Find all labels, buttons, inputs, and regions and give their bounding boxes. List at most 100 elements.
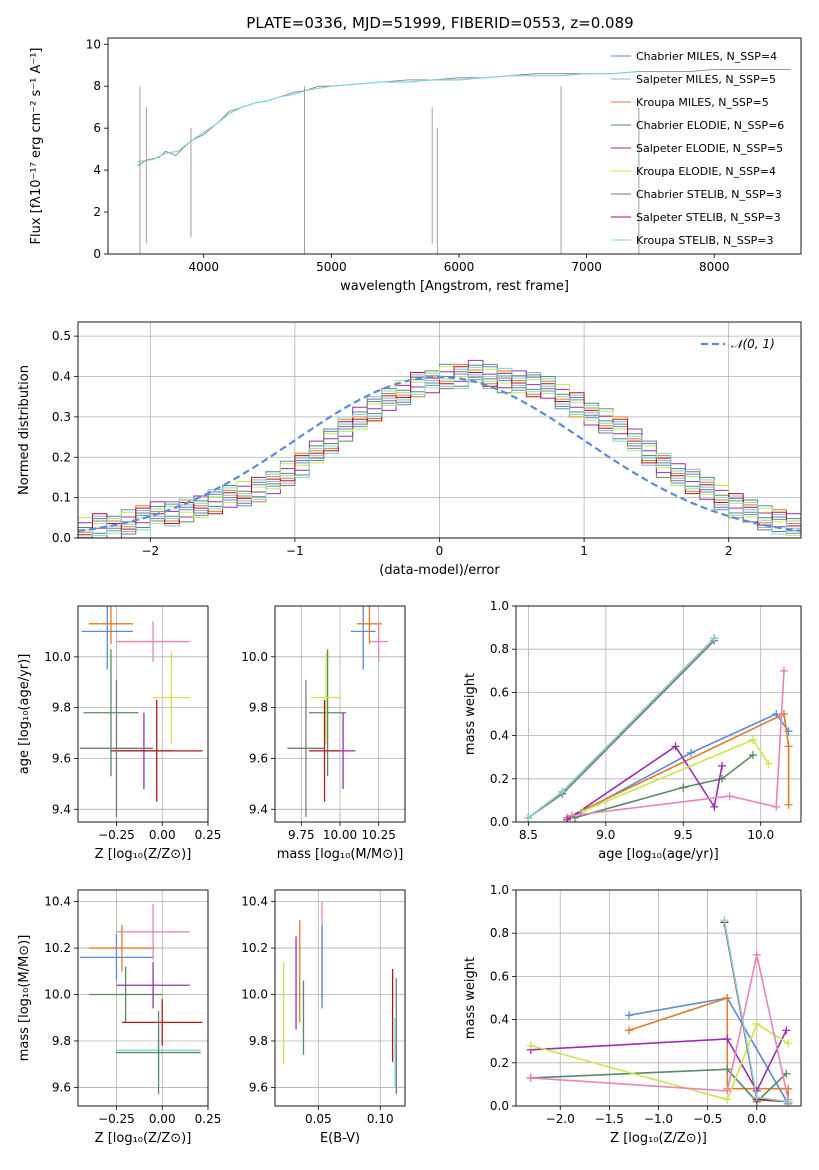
data-point	[710, 634, 719, 643]
tick-label-y: 10.4	[44, 895, 71, 909]
axes-frame	[515, 605, 802, 823]
tick-label-y: 10.4	[241, 895, 268, 909]
tick-label-y: 10	[86, 37, 101, 51]
axes-frame	[107, 37, 802, 255]
tick-label-x: 2	[725, 544, 733, 558]
plot-area	[78, 359, 801, 538]
legend-label: Kroupa STELIB, N_SSP=3	[636, 234, 774, 247]
series-line	[723, 922, 789, 1103]
tick-label-x: 8000	[699, 260, 730, 274]
data-point	[723, 1086, 732, 1095]
tick-label-y: 10.0	[44, 650, 71, 664]
x-axis-label: E(B-V)	[320, 1131, 360, 1146]
tick-label-y: 6	[93, 121, 101, 135]
plot-area	[526, 916, 793, 1106]
tick-label-x: 9.5	[674, 828, 693, 842]
legend-label: Kroupa MILES, N_SSP=5	[636, 96, 769, 109]
legend-label: Chabrier MILES, N_SSP=4	[636, 50, 777, 63]
tick-label-y: 9.8	[249, 701, 268, 715]
data-point	[723, 1035, 732, 1044]
tick-label-y: 10.0	[241, 650, 268, 664]
tick-label-y: 0.0	[490, 815, 509, 829]
legend-label: 𝒩(0, 1)	[731, 337, 775, 351]
tick-label-y: 10.0	[44, 988, 71, 1002]
tick-label-y: 4	[93, 163, 101, 177]
data-point	[772, 802, 781, 811]
data-point	[526, 1073, 535, 1082]
legend-label: Chabrier ELODIE, N_SSP=6	[636, 119, 784, 132]
tick-label-x: −0.5	[693, 1112, 722, 1126]
tick-label-x: −0.25	[98, 1112, 135, 1126]
data-point	[625, 1026, 634, 1035]
histogram-series	[78, 363, 801, 538]
tick-label-x: 0.05	[305, 1112, 332, 1126]
tick-label-y: 0.0	[52, 531, 71, 545]
legend-label: Salpeter MILES, N_SSP=5	[636, 73, 776, 86]
tick-label-x: 4000	[188, 260, 219, 274]
x-axis-label: Z [log₁₀(Z/Z⊙)]	[610, 1131, 707, 1146]
data-point	[779, 666, 788, 675]
tick-label-y: 9.8	[52, 1034, 71, 1048]
legend-label: Salpeter ELODIE, N_SSP=5	[636, 142, 783, 155]
tick-label-y: 2	[93, 205, 101, 219]
data-point	[679, 783, 688, 792]
data-point	[752, 1019, 761, 1028]
chart-age-vs-mass: 9.75 10.00 10.25 9.4 9.6 9.8 10.0 mass [log₁₀(M…	[241, 605, 406, 862]
series-line	[566, 745, 723, 821]
tick-label-x: 9.0	[596, 828, 615, 842]
series-line	[530, 1030, 788, 1093]
data-point	[558, 787, 567, 796]
tick-label-x: −2	[141, 544, 159, 558]
tick-label-x: 9.75	[288, 828, 315, 842]
data-point	[772, 710, 781, 718]
tick-label-y: 10.2	[44, 941, 71, 955]
tick-label-y: 0.4	[490, 1013, 509, 1027]
data-point	[723, 994, 732, 1002]
tick-label-y: 9.6	[52, 1080, 71, 1094]
legend-label: Chabrier STELIB, N_SSP=3	[636, 188, 782, 201]
chart-mass-vs-Z: −0.25 0.00 0.25 9.6 9.8 10.0 10.2 10.4 Z [log₁₀(…	[17, 889, 222, 1146]
chart-residuals: −2 −1 0 1 2 0.0 0.1 0.2 0.3 0.4 0.5 𝒩(0, 1) (data-mo…	[17, 321, 802, 578]
plot-area	[283, 901, 397, 1095]
tick-label-x: 10.0	[747, 828, 774, 842]
axes-frame	[515, 889, 802, 1107]
legend-label: Kroupa ELODIE, N_SSP=4	[636, 165, 776, 178]
data-point	[567, 811, 576, 820]
data-point	[526, 1041, 535, 1050]
tick-label-x: 6000	[444, 260, 475, 274]
data-point	[748, 735, 757, 744]
data-point	[784, 800, 793, 809]
tick-label-y: 0.2	[52, 450, 71, 464]
data-point	[748, 751, 757, 760]
tick-label-x: 0.25	[195, 1112, 222, 1126]
data-point	[782, 1069, 791, 1078]
axes-frame	[274, 889, 406, 1107]
plot-area	[137, 69, 791, 254]
figure-title: PLATE=0336, MJD=51999, FIBERID=0553, z=0…	[246, 14, 633, 32]
data-point	[784, 1039, 793, 1048]
series-line	[571, 670, 785, 817]
y-axis-label: mass weight	[463, 957, 478, 1039]
tick-label-y: 0.6	[490, 969, 509, 983]
tick-label-y: 0.4	[52, 370, 71, 384]
tick-label-y: 9.6	[249, 1080, 268, 1094]
tick-label-x: 0.10	[367, 1112, 394, 1126]
axes-frame	[77, 321, 802, 539]
tick-label-y: 0	[93, 247, 101, 261]
tick-label-x: −2.0	[546, 1112, 575, 1126]
series-line	[530, 1022, 789, 1101]
data-point	[524, 813, 533, 822]
data-point	[710, 802, 719, 811]
tick-label-x: 0.00	[149, 1112, 176, 1126]
y-axis-label: Normed distribution	[17, 365, 32, 495]
tick-label-x: −1.0	[644, 1112, 673, 1126]
data-point	[752, 1093, 761, 1102]
tick-label-y: 9.8	[52, 701, 71, 715]
data-point	[563, 815, 572, 822]
series-model	[137, 71, 638, 163]
chart-weight-vs-age: 8.5 9.0 9.5 10.0 0.0 0.2 0.4 0.6 0.8 1.0 age [log₁…	[463, 599, 802, 862]
plot-area	[287, 606, 388, 817]
y-axis-label: age [log₁₀(age/yr)]	[17, 654, 32, 775]
y-axis-label: mass weight	[463, 673, 478, 755]
